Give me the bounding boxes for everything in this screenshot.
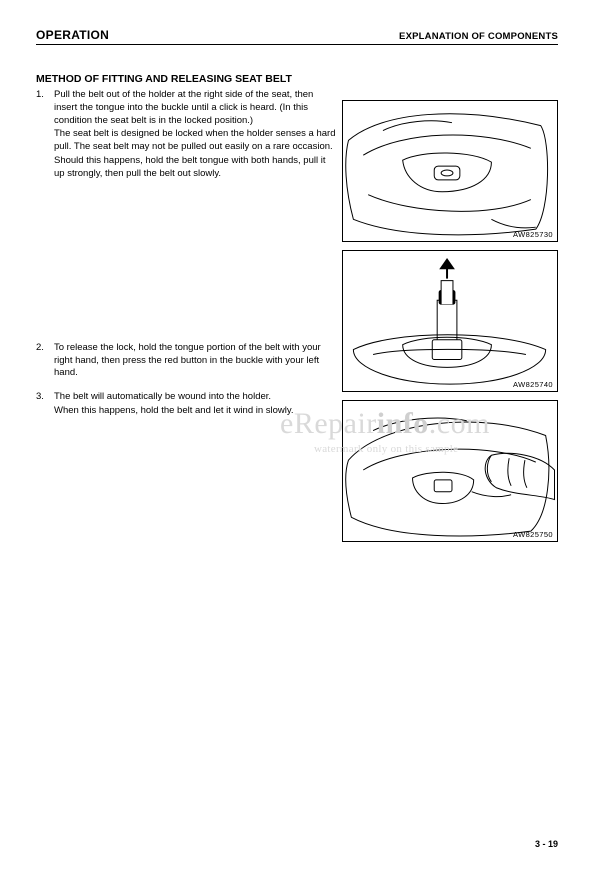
paragraph: To release the lock, hold the tongue por… [54,342,336,380]
list-item: 1. Pull the belt out of the holder at th… [36,89,336,182]
list-body: The belt will automatically be wound int… [54,391,336,419]
page: OPERATION EXPLANATION OF COMPONENTS METH… [0,0,594,873]
header-right: EXPLANATION OF COMPONENTS [399,31,558,42]
figure-label: AW825730 [513,230,553,239]
paragraph: The belt will automatically be wound int… [54,391,336,404]
page-header: OPERATION EXPLANATION OF COMPONENTS [36,28,558,45]
list-item: 2. To release the lock, hold the tongue … [36,342,336,381]
seatbelt-tongue-illustration [343,251,557,391]
instruction-list: 2. To release the lock, hold the tongue … [36,342,336,419]
text-column: 1. Pull the belt out of the holder at th… [36,89,336,182]
paragraph: Pull the belt out of the holder at the r… [54,89,336,127]
section-title: METHOD OF FITTING AND RELEASING SEAT BEL… [36,73,558,85]
list-number: 3. [36,391,50,419]
header-left: OPERATION [36,28,109,42]
list-body: Pull the belt out of the holder at the r… [54,89,336,182]
page-number: 3 - 19 [535,839,558,849]
figure-box: AW825740 [342,250,558,392]
figure-box: AW825730 [342,100,558,242]
list-number: 2. [36,342,50,381]
seatbelt-release-illustration [343,401,557,541]
paragraph: Should this happens, hold the belt tongu… [54,155,336,181]
paragraph: The seat belt is designed be locked when… [54,128,336,154]
list-number: 1. [36,89,50,182]
figure-box: AW825750 [342,400,558,542]
seatbelt-buckle-illustration [343,101,557,241]
list-body: To release the lock, hold the tongue por… [54,342,336,381]
paragraph: When this happens, hold the belt and let… [54,405,336,418]
figure-label: AW825750 [513,530,553,539]
list-item: 3. The belt will automatically be wound … [36,391,336,419]
figure-label: AW825740 [513,380,553,389]
instruction-list: 1. Pull the belt out of the holder at th… [36,89,336,182]
text-column: 2. To release the lock, hold the tongue … [36,342,336,419]
